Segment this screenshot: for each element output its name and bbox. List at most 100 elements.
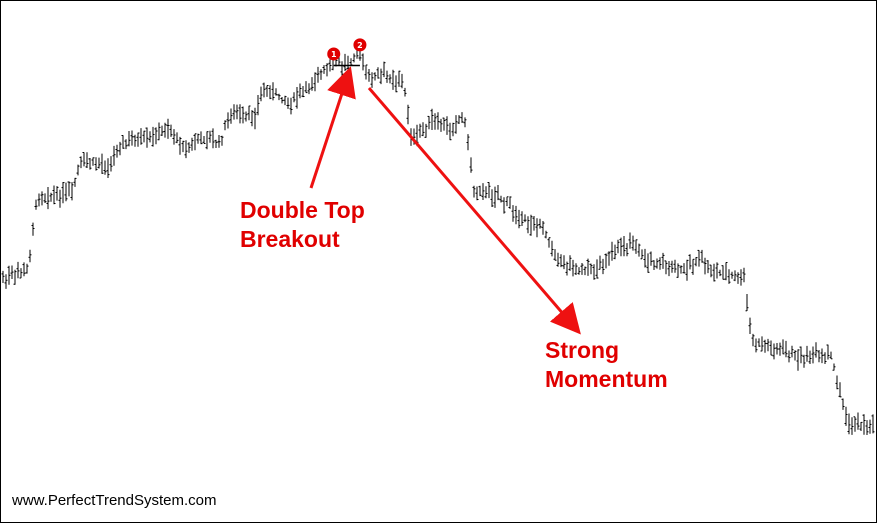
- ohlc-bar: [457, 115, 461, 124]
- ohlc-bar: [607, 251, 611, 266]
- ohlc-bar: [70, 182, 74, 201]
- ohlc-bar: [544, 230, 548, 239]
- ohlc-bar: [364, 64, 368, 80]
- annotation-strong-momentum: Strong Momentum: [545, 336, 668, 394]
- ohlc-bar: [835, 375, 839, 390]
- annotation-line: Double Top: [240, 197, 365, 223]
- ohlc-bar: [160, 125, 164, 136]
- ohlc-bar: [214, 139, 218, 148]
- ohlc-bar: [340, 61, 344, 77]
- ohlc-bar: [370, 72, 374, 88]
- ohlc-bar: [250, 110, 254, 127]
- ohlc-bar: [403, 87, 407, 97]
- ohlc-bar: [115, 144, 119, 158]
- ohlc-bar: [622, 236, 626, 257]
- ohlc-bar: [577, 267, 581, 275]
- ohlc-bar: [760, 336, 764, 352]
- ohlc-bar: [361, 53, 365, 71]
- ohlc-bar: [661, 252, 665, 269]
- ohlc-bar: [808, 350, 812, 364]
- ohlc-bar: [178, 136, 182, 155]
- ohlc-bar: [838, 382, 842, 398]
- annotation-line: Momentum: [545, 366, 668, 392]
- ohlc-bar: [25, 263, 29, 274]
- ohlc-bar: [574, 263, 578, 275]
- ohlc-bar: [733, 270, 737, 282]
- ohlc-bar: [193, 133, 197, 151]
- ohlc-bar: [373, 72, 377, 81]
- ohlc-bar: [49, 192, 53, 202]
- ohlc-bar: [796, 349, 800, 371]
- ohlc-bar: [508, 196, 512, 209]
- ohlc-bar: [304, 81, 308, 94]
- ohlc-bar: [232, 104, 236, 120]
- arrow-double-top: [309, 66, 356, 189]
- ohlc-bar: [112, 145, 116, 166]
- ohlc-bar: [79, 156, 83, 169]
- ohlc-bar: [28, 249, 32, 263]
- ohlc-bar: [643, 248, 647, 268]
- ohlc-bar: [343, 53, 347, 71]
- ohlc-bar: [31, 222, 35, 236]
- ohlc-bar: [97, 157, 101, 169]
- ohlc-bar: [727, 269, 731, 284]
- ohlc-bar: [697, 249, 701, 267]
- ohlc-bar: [307, 83, 311, 95]
- ohlc-bar: [556, 252, 560, 267]
- ohlc-bar: [754, 338, 758, 353]
- ohlc-bar: [595, 259, 599, 279]
- ohlc-bar: [472, 185, 476, 198]
- ohlc-bar: [145, 127, 149, 148]
- ohlc-bar: [817, 350, 821, 363]
- ohlc-bar: [349, 58, 353, 66]
- ohlc-bar: [820, 348, 824, 364]
- ohlc-bar: [478, 185, 482, 197]
- ohlc-bar: [484, 186, 488, 199]
- ohlc-bar: [601, 258, 605, 275]
- ohlc-bar: [4, 274, 8, 289]
- ohlc-bar: [448, 122, 452, 141]
- ohlc-bar: [610, 241, 614, 261]
- ohlc-bar: [586, 258, 590, 276]
- ohlc-bar: [298, 83, 302, 99]
- ohlc-bar: [826, 344, 830, 360]
- ohlc-bar: [100, 153, 104, 174]
- ohlc-bar: [592, 264, 596, 280]
- ohlc-bar: [208, 130, 212, 143]
- ohlc-bar: [58, 189, 62, 208]
- ohlc-bar: [550, 240, 554, 257]
- ohlc-bar: [202, 136, 206, 144]
- ohlc-bar: [400, 73, 404, 89]
- ohlc-bar: [523, 214, 527, 223]
- ohlc-bar: [427, 115, 431, 130]
- ohlc-bar: [268, 85, 272, 100]
- ohlc-bar: [829, 351, 833, 360]
- ohlc-bar: [10, 265, 14, 279]
- ohlc-bar: [823, 352, 827, 364]
- ohlc-bar: [271, 82, 275, 101]
- ohlc-bar: [91, 157, 95, 166]
- ohlc-bar: [82, 152, 86, 167]
- ohlc-bar: [379, 68, 383, 85]
- ohlc-bar: [604, 253, 608, 269]
- ohlc-bar: [730, 271, 734, 279]
- ohlc-bar: [103, 160, 107, 175]
- ohlc-bar: [394, 75, 398, 93]
- ohlc-bar: [244, 111, 248, 122]
- ohlc-bar: [175, 132, 179, 144]
- ohlc-bar: [844, 406, 848, 426]
- ohlc-bar: [325, 63, 329, 77]
- ohlc-bar: [841, 398, 845, 410]
- ohlc-bar: [184, 140, 188, 159]
- ohlc-bar: [274, 88, 278, 96]
- ohlc-bar: [526, 216, 530, 234]
- ohlc-bar: [787, 350, 791, 363]
- ohlc-bar: [568, 255, 572, 271]
- ohlc-bar: [856, 412, 860, 430]
- ohlc-bar: [475, 186, 479, 201]
- ohlc-bar: [316, 66, 320, 83]
- ohlc-bar: [460, 112, 464, 123]
- ohlc-bar: [463, 117, 467, 128]
- ohlc-bar: [406, 104, 410, 125]
